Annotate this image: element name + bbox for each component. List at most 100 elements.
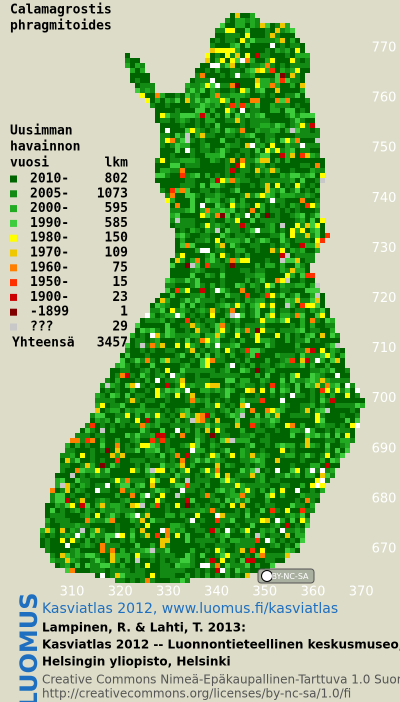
map-cell — [185, 183, 190, 188]
map-cell — [165, 448, 170, 453]
map-cell — [275, 388, 280, 393]
map-cell — [180, 468, 185, 473]
map-cell — [160, 433, 165, 438]
map-cell — [300, 48, 305, 53]
map-cell — [250, 458, 255, 463]
map-cell — [175, 528, 180, 533]
map-cell — [110, 548, 115, 553]
map-cell — [295, 453, 300, 458]
map-cell — [110, 453, 115, 458]
map-cell — [185, 408, 190, 413]
map-cell — [310, 228, 315, 233]
map-cell — [225, 443, 230, 448]
map-cell — [90, 528, 95, 533]
map-cell — [210, 278, 215, 283]
map-cell — [245, 308, 250, 313]
map-cell — [185, 398, 190, 403]
map-cell — [175, 338, 180, 343]
map-cell — [125, 548, 130, 553]
map-cell — [275, 358, 280, 363]
map-cell — [150, 478, 155, 483]
map-cell — [300, 353, 305, 358]
map-cell — [205, 128, 210, 133]
map-cell — [90, 438, 95, 443]
map-cell — [235, 128, 240, 133]
license[interactable]: http://creativecommons.org/licenses/by-n… — [42, 687, 351, 701]
map-cell — [230, 153, 235, 158]
map-cell — [265, 288, 270, 293]
map-cell — [230, 63, 235, 68]
map-cell — [300, 198, 305, 203]
map-cell — [210, 558, 215, 563]
legend-swatch — [10, 323, 17, 331]
map-cell — [250, 353, 255, 358]
map-cell — [175, 348, 180, 353]
map-cell — [285, 103, 290, 108]
map-cell — [100, 383, 105, 388]
map-cell — [160, 528, 165, 533]
map-cell — [90, 493, 95, 498]
map-cell — [155, 538, 160, 543]
map-cell — [310, 213, 315, 218]
map-cell — [330, 378, 335, 383]
map-cell — [105, 503, 110, 508]
map-cell — [285, 238, 290, 243]
map-cell — [245, 428, 250, 433]
map-cell — [175, 308, 180, 313]
map-cell — [220, 458, 225, 463]
map-cell — [315, 223, 320, 228]
map-cell — [160, 373, 165, 378]
map-cell — [110, 523, 115, 528]
map-cell — [160, 493, 165, 498]
legend-label: 1980- — [30, 231, 69, 246]
map-cell — [215, 343, 220, 348]
map-cell — [300, 123, 305, 128]
map-cell — [200, 498, 205, 503]
map-cell — [200, 448, 205, 453]
map-cell — [245, 63, 250, 68]
map-cell — [285, 388, 290, 393]
map-cell — [315, 128, 320, 133]
map-cell — [90, 508, 95, 513]
map-cell — [320, 388, 325, 393]
map-cell — [295, 398, 300, 403]
map-cell — [170, 343, 175, 348]
map-cell — [125, 348, 130, 353]
map-cell — [200, 313, 205, 318]
map-cell — [105, 423, 110, 428]
map-cell — [240, 143, 245, 148]
map-cell — [170, 458, 175, 463]
map-cell — [185, 273, 190, 278]
map-cell — [205, 83, 210, 88]
map-cell — [90, 513, 95, 518]
map-cell — [230, 553, 235, 558]
map-cell — [165, 563, 170, 568]
map-cell — [180, 268, 185, 273]
map-cell — [295, 238, 300, 243]
map-cell — [225, 98, 230, 103]
map-cell — [190, 218, 195, 223]
map-cell — [245, 258, 250, 263]
map-cell — [265, 198, 270, 203]
map-cell — [240, 543, 245, 548]
map-cell — [230, 518, 235, 523]
map-cell — [275, 263, 280, 268]
map-cell — [260, 558, 265, 563]
map-cell — [210, 93, 215, 98]
map-cell — [205, 138, 210, 143]
map-cell — [270, 453, 275, 458]
map-cell — [260, 163, 265, 168]
map-cell — [235, 18, 240, 23]
map-cell — [240, 48, 245, 53]
map-cell — [240, 103, 245, 108]
footer-link[interactable]: Kasviatlas 2012, www.luomus.fi/kasviatla… — [42, 601, 338, 617]
map-cell — [60, 503, 65, 508]
map-cell — [170, 418, 175, 423]
map-cell — [255, 298, 260, 303]
map-cell — [180, 283, 185, 288]
map-cell — [275, 183, 280, 188]
map-cell — [300, 533, 305, 538]
map-cell — [195, 498, 200, 503]
map-cell — [250, 493, 255, 498]
map-cell — [345, 443, 350, 448]
